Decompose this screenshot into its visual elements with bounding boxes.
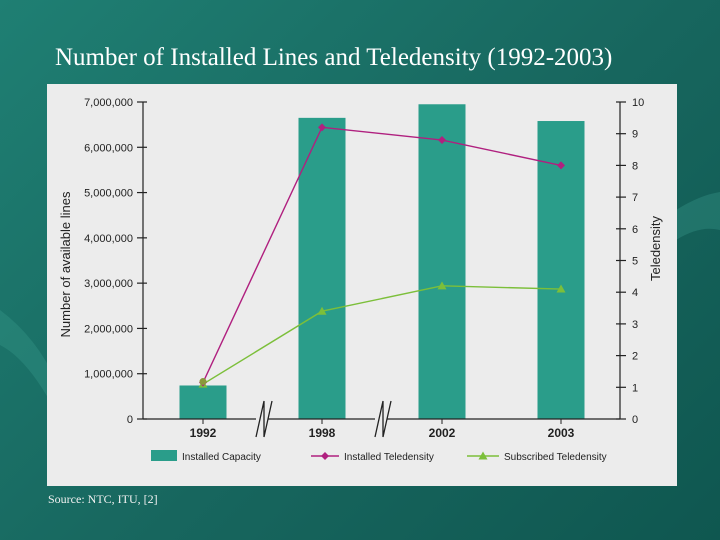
legend-marker-installed-teledensity <box>321 452 329 460</box>
legend-marker-subscribed-teledensity <box>478 451 488 460</box>
bar-1992 <box>179 385 227 419</box>
right-tick-label: 4 <box>632 287 638 299</box>
bar-1998 <box>298 117 346 419</box>
installed-teledensity-point-2003 <box>557 161 565 170</box>
legend-label-installed-teledensity: Installed Teledensity <box>344 452 434 463</box>
subscribed-teledensity-point-2002 <box>437 281 447 290</box>
left-tick-label: 4,000,000 <box>84 233 133 245</box>
left-tick-label: 5,000,000 <box>84 188 133 200</box>
overlap-point-1992 <box>199 378 207 386</box>
left-tick-label: 6,000,000 <box>84 142 133 154</box>
bar-series <box>179 104 585 419</box>
installed-teledensity-point-2002 <box>438 136 446 145</box>
installed-teledensity-line <box>202 126 562 383</box>
legend: Installed Capacity Installed Teledensity S… <box>151 450 607 463</box>
left-tick-label: 2,000,000 <box>84 323 133 335</box>
x-tick-label-1992: 1992 <box>190 426 217 440</box>
bar-2002 <box>418 104 466 419</box>
legend-label-subscribed-teledensity: Subscribed Teledensity <box>504 452 607 463</box>
legend-label-installed-capacity: Installed Capacity <box>182 452 261 463</box>
subscribed-teledensity-point-1998 <box>317 306 327 315</box>
x-tick-label-2003: 2003 <box>548 426 575 440</box>
right-tick-label: 5 <box>632 256 638 268</box>
installed-teledensity-point-1998 <box>318 123 326 132</box>
right-tick-label: 9 <box>632 129 638 141</box>
right-tick-label: 10 <box>632 97 644 109</box>
line-series <box>198 123 566 388</box>
right-tick-label: 2 <box>632 351 638 363</box>
legend-swatch-installed-capacity <box>151 450 177 461</box>
axis-break <box>255 400 273 438</box>
slide-title: Number of Installed Lines and Teledensit… <box>55 44 613 71</box>
source-note: Source: NTC, ITU, [2] <box>48 492 158 506</box>
y2-axis-title: Teledensity <box>648 215 663 281</box>
subscribed-teledensity-line <box>202 285 562 385</box>
axes: 0 1,000,000 2,000,000 3,000,000 4,000,000 5,0… <box>58 97 663 440</box>
chart-panel: 0 1,000,000 2,000,000 3,000,000 4,000,000 5,0… <box>47 84 677 486</box>
right-tick-label: 0 <box>632 414 638 426</box>
right-tick-label: 3 <box>632 319 638 331</box>
bar-2003 <box>537 121 585 419</box>
right-tick-label: 8 <box>632 160 638 172</box>
chart-svg: 0 1,000,000 2,000,000 3,000,000 4,000,000 5,0… <box>58 97 663 463</box>
left-tick-label: 3,000,000 <box>84 278 133 290</box>
axis-break <box>374 400 392 438</box>
left-tick-label: 0 <box>127 414 133 426</box>
right-tick-label: 7 <box>632 192 638 204</box>
subscribed-teledensity-point-2003 <box>556 284 566 293</box>
x-tick-label-2002: 2002 <box>429 426 456 440</box>
left-tick-label: 1,000,000 <box>84 369 133 381</box>
y-axis-title: Number of available lines <box>58 191 73 337</box>
right-tick-label: 1 <box>632 382 638 394</box>
x-tick-label-1998: 1998 <box>309 426 336 440</box>
left-tick-label: 7,000,000 <box>84 97 133 109</box>
right-tick-label: 6 <box>632 224 638 236</box>
